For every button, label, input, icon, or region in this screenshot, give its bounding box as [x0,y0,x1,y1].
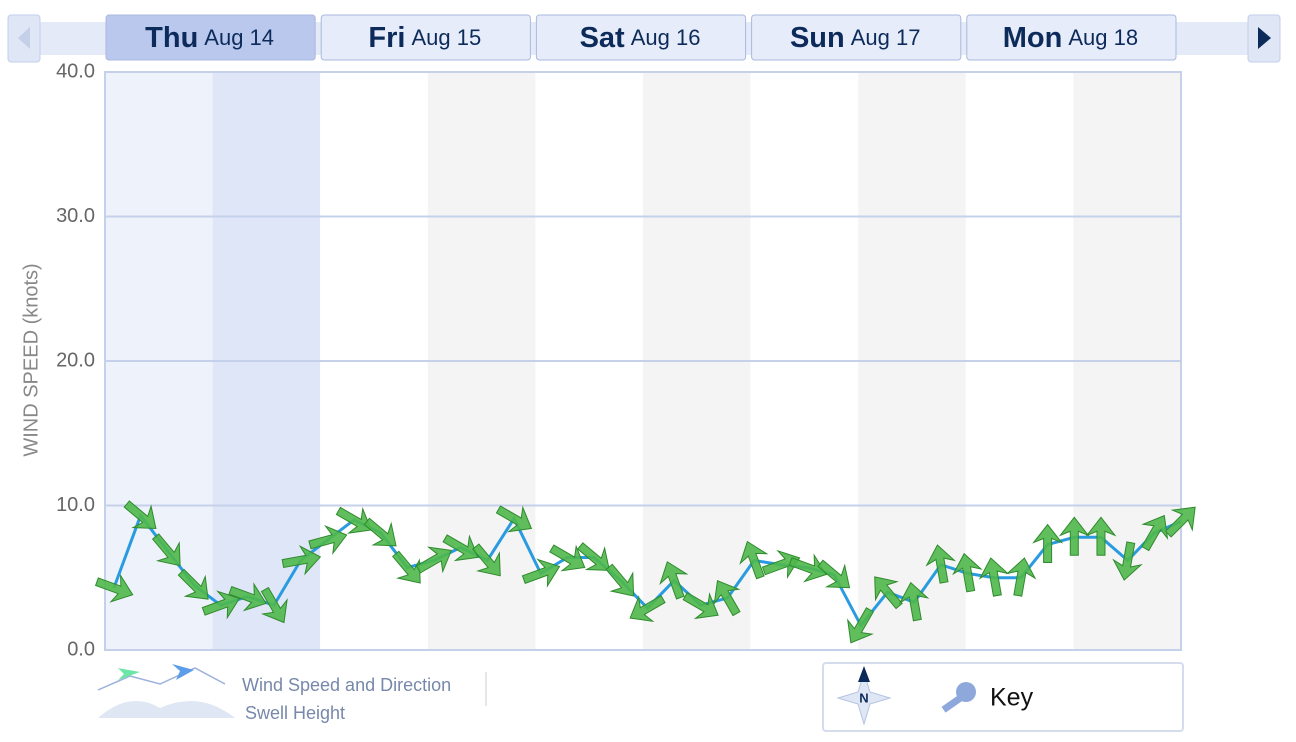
wind-arrow [1032,523,1064,564]
wind-arrow [817,559,851,589]
wind-arrow [521,558,561,588]
tab-bg [320,14,531,61]
wind-arrow [177,568,209,600]
tab-bg [535,14,747,61]
y-tick-label: 30.0 [56,205,95,227]
wind-arrow [281,544,322,576]
tab-date: Aug 15 [411,25,481,50]
wind-arrow [472,543,501,577]
tab-bg [105,14,316,61]
tab-day: Thu [145,22,198,54]
wind-arrow [495,505,533,533]
wind-arrow [123,500,157,529]
tab-day: Sun [790,22,845,54]
wind-arrow [739,540,769,580]
wind-arrow [846,607,875,644]
tab-date: Aug 17 [851,25,921,50]
wind-arrow [392,550,421,584]
wind-arrow [577,542,611,571]
legend-label: Wind Speed and Direction [242,675,451,695]
wind-arrow [549,544,586,572]
wind-arrow [201,590,241,620]
wind-arrow [898,581,930,622]
y-axis-label: WIND SPEED (knots) [20,263,42,456]
tab-day: Sat [580,22,625,54]
prev-button[interactable] [7,14,41,63]
y-tick-label: 20.0 [56,349,95,371]
day-tab[interactable]: Fri Aug 15 [320,14,531,61]
wind-arrow [925,544,957,584]
wind-arrow [335,506,373,534]
tab-label: Sun Aug 17 [790,22,921,54]
wind-arrow [442,534,479,562]
legend: Wind Speed and Direction Swell Height [97,664,487,723]
wind-arrow [1112,541,1143,581]
y-tick-label: 0.0 [67,638,95,660]
wind-arrow [874,576,903,610]
wind-arrow [761,549,801,580]
wind-arrow [978,557,1010,597]
wind-arrow [415,546,453,574]
y-tick-label: 10.0 [56,494,95,516]
day-tab[interactable]: Sun Aug 17 [751,14,962,61]
tab-label: Sat Aug 16 [580,22,701,54]
tab-day: Mon [1003,22,1063,54]
tab-date: Aug 16 [631,25,701,50]
wind-arrow [605,563,635,597]
tab-date: Aug 18 [1068,25,1138,50]
next-button[interactable] [1247,14,1281,63]
compass-label: N [859,690,868,705]
wind-arrow [363,517,397,547]
wind-arrow [308,524,348,555]
day-tab[interactable]: Sat Aug 16 [535,14,747,61]
wind-arrow [1005,557,1037,597]
key-button[interactable]: N Key [822,662,1184,732]
y-tick-label: 40.0 [56,60,95,82]
tab-label: Thu Aug 14 [145,22,274,54]
wind-arrow [1058,516,1090,556]
tab-day: Fri [368,22,405,54]
wind-arrow [151,533,181,567]
plot-frame [104,71,1182,651]
tab-bg [751,14,962,61]
key-label: Key [990,684,1034,712]
tab-label: Fri Aug 15 [368,22,481,54]
day-tab[interactable]: Mon Aug 18 [966,14,1177,61]
wind-arrow [1141,514,1169,552]
wind-arrow [713,579,741,617]
wind-arrow [228,582,267,612]
tab-date: Aug 14 [204,25,274,50]
wind-arrow [94,573,134,603]
wind-arrow [1085,516,1117,556]
wind-arrow [1164,506,1196,538]
wind-arrow [682,592,719,620]
tab-label: Mon Aug 18 [1003,22,1138,54]
wind-arrow [260,586,288,624]
legend-label: Swell Height [245,703,345,723]
wind-arrow [629,594,666,622]
wind-arrow [952,552,983,593]
wind-arrow [788,553,828,583]
wind-arrow [659,561,689,600]
tab-bg [966,14,1177,61]
day-tab[interactable]: Thu Aug 14 [105,14,316,61]
